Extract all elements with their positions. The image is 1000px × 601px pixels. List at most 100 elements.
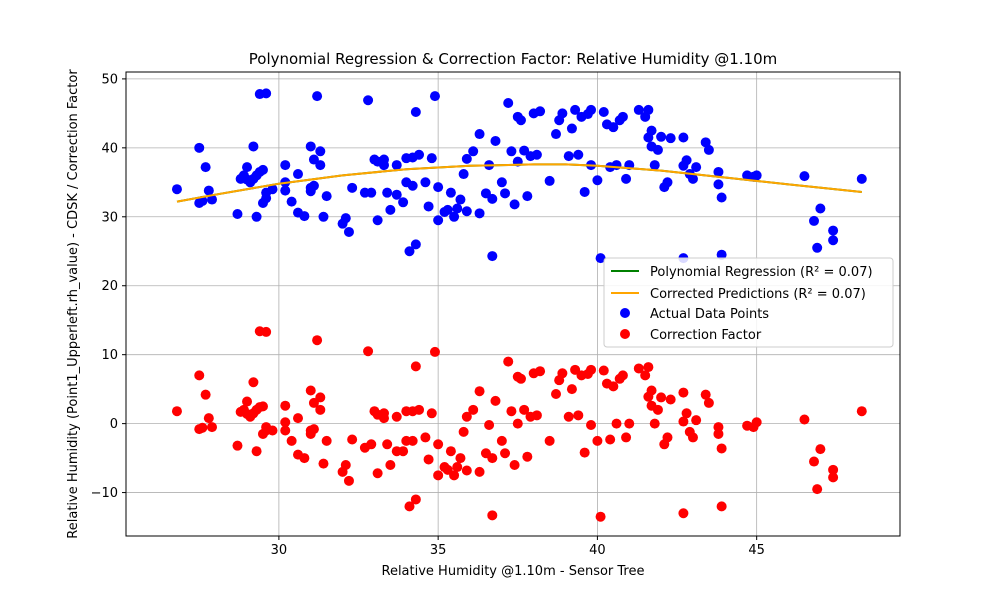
actual-data-point	[579, 186, 590, 197]
actual-data-point	[633, 104, 644, 115]
actual-data-point	[678, 132, 689, 143]
actual-data-point	[700, 137, 711, 148]
correction-factor-point	[815, 444, 826, 455]
correction-factor-point	[318, 458, 329, 469]
correction-factor-point	[544, 435, 555, 446]
actual-data-point	[474, 129, 485, 140]
y-axis-label: Relative Humidity (Point1_Upperleft.rh_v…	[66, 69, 81, 539]
corrected-predictions-line	[176, 163, 862, 203]
legend: Polynomial Regression (R² = 0.07) Correc…	[603, 257, 894, 348]
correction-factor-point	[535, 366, 546, 377]
actual-data-point	[445, 187, 456, 198]
actual-data-point	[312, 91, 323, 102]
actual-data-point	[207, 194, 217, 205]
actual-data-point	[410, 106, 421, 117]
correction-factor-point	[522, 451, 533, 462]
correction-factor-point	[633, 363, 644, 374]
actual-data-point	[713, 179, 724, 190]
actual-data-point	[379, 154, 389, 165]
actual-data-point	[449, 211, 460, 222]
actual-data-point	[442, 204, 453, 215]
correction-factor-point	[340, 459, 351, 470]
correction-factor-point	[200, 389, 211, 400]
actual-data-point	[665, 133, 676, 144]
actual-data-point	[487, 251, 498, 262]
correction-factor-point	[509, 459, 520, 470]
actual-data-point	[496, 177, 507, 188]
correction-factor-point	[579, 447, 590, 458]
correction-factor-point	[608, 381, 619, 392]
actual-data-point	[563, 151, 574, 162]
correction-factor-point	[611, 418, 622, 429]
actual-data-point	[366, 187, 377, 198]
actual-data-point	[318, 211, 329, 222]
actual-data-point	[433, 215, 444, 226]
correction-factor-point	[605, 434, 616, 445]
actual-data-point	[305, 141, 316, 152]
correction-factor-point	[563, 411, 574, 422]
actual-data-point	[608, 122, 619, 133]
correction-factor-point	[474, 386, 485, 397]
actual-data-point	[856, 173, 867, 184]
actual-data-point	[649, 160, 660, 171]
actual-data-point	[426, 153, 437, 164]
correction-factor-point	[410, 494, 421, 505]
actual-data-point	[414, 149, 425, 160]
actual-data-point	[461, 206, 472, 217]
correction-factor-point	[586, 419, 597, 430]
actual-data-point	[423, 201, 434, 212]
correction-factor-point	[238, 404, 249, 415]
actual-data-point	[372, 215, 383, 226]
actual-data-point	[238, 170, 249, 181]
actual-data-point	[286, 196, 297, 207]
correction-factor-point	[592, 435, 603, 446]
actual-data-point	[551, 129, 561, 140]
correction-factor-point	[458, 426, 469, 437]
actual-data-point	[531, 149, 542, 160]
correction-factor-point	[515, 373, 526, 384]
actual-data-point	[391, 189, 402, 200]
correction-factor-point	[566, 384, 577, 395]
correction-factor-point	[799, 414, 810, 425]
x-tick-label: 40	[589, 543, 606, 558]
correction-factor-point	[691, 415, 702, 426]
actual-data-point	[643, 104, 654, 115]
actual-data-point	[293, 169, 303, 180]
actual-data-point	[343, 226, 354, 237]
correction-factor-point	[305, 385, 316, 396]
correction-factor-point	[407, 435, 418, 446]
correction-factor-point	[232, 440, 243, 451]
actual-data-point	[515, 115, 526, 126]
actual-data-point	[474, 208, 485, 219]
correction-factor-point	[557, 368, 568, 379]
actual-data-point	[398, 197, 409, 208]
x-tick-label: 45	[748, 543, 765, 558]
correction-factor-point	[713, 422, 724, 433]
actual-data-point	[420, 177, 431, 188]
correction-factor-point	[487, 510, 498, 521]
correction-factor-point	[656, 392, 667, 403]
actual-data-point	[656, 131, 667, 142]
actual-data-point	[468, 146, 479, 157]
actual-data-point	[828, 225, 839, 236]
correction-factor-point	[503, 356, 514, 367]
legend-marker-actual	[620, 308, 630, 318]
correction-factor-point	[280, 425, 291, 436]
actual-data-point	[617, 111, 628, 122]
correction-factor-point	[496, 435, 507, 446]
correction-factor-point	[519, 404, 530, 415]
correction-factor-point	[426, 408, 437, 419]
actual-data-point	[652, 144, 663, 155]
correction-factor-point	[315, 392, 326, 403]
correction-factor-point	[429, 346, 440, 357]
actual-data-point	[751, 170, 762, 181]
correction-factor-point	[484, 419, 495, 430]
actual-data-point	[487, 193, 498, 204]
actual-data-point	[812, 242, 823, 253]
actual-data-point	[429, 91, 440, 102]
correction-factor-point	[379, 408, 389, 419]
actual-data-point	[280, 185, 291, 196]
correction-factor-point	[207, 422, 217, 433]
correction-factor-point	[293, 413, 303, 424]
